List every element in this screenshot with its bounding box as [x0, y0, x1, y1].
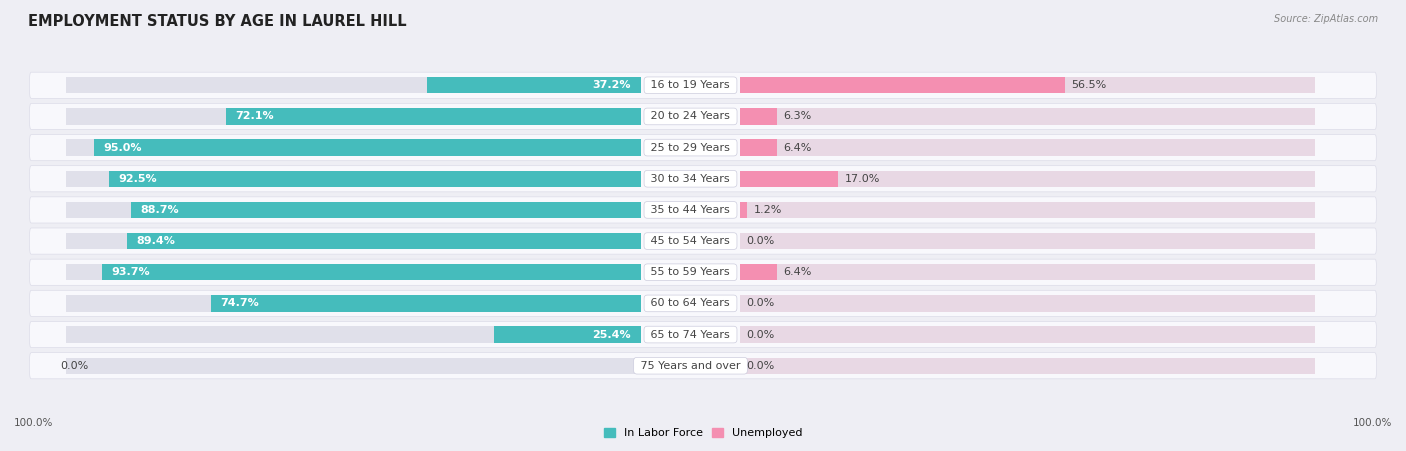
Bar	[226, 108, 641, 124]
Text: 37.2%: 37.2%	[593, 80, 631, 90]
Bar	[741, 77, 1316, 93]
Bar	[741, 108, 1316, 124]
FancyBboxPatch shape	[30, 322, 1376, 348]
Bar	[94, 139, 641, 156]
Bar	[66, 264, 641, 281]
Bar	[741, 202, 1316, 218]
Text: 93.7%: 93.7%	[111, 267, 150, 277]
Bar	[101, 264, 641, 281]
Bar	[66, 233, 641, 249]
Bar	[741, 202, 748, 218]
Bar	[426, 77, 641, 93]
Text: 65 to 74 Years: 65 to 74 Years	[647, 330, 734, 340]
Text: 95.0%: 95.0%	[104, 143, 142, 152]
Bar	[741, 170, 1316, 187]
Text: 100.0%: 100.0%	[1353, 419, 1392, 428]
Text: Source: ZipAtlas.com: Source: ZipAtlas.com	[1274, 14, 1378, 23]
Text: 0.0%: 0.0%	[747, 330, 775, 340]
Bar	[66, 108, 641, 124]
Text: 6.4%: 6.4%	[783, 143, 811, 152]
FancyBboxPatch shape	[30, 103, 1376, 129]
Text: 16 to 19 Years: 16 to 19 Years	[647, 80, 734, 90]
Text: 17.0%: 17.0%	[845, 174, 880, 184]
Text: 30 to 34 Years: 30 to 34 Years	[647, 174, 734, 184]
Text: 0.0%: 0.0%	[60, 361, 89, 371]
Text: 0.0%: 0.0%	[747, 361, 775, 371]
Text: 1.2%: 1.2%	[754, 205, 782, 215]
FancyBboxPatch shape	[30, 197, 1376, 223]
Bar	[66, 327, 641, 343]
Text: 60 to 64 Years: 60 to 64 Years	[647, 299, 734, 308]
FancyBboxPatch shape	[30, 72, 1376, 98]
Bar	[131, 202, 641, 218]
Text: 0.0%: 0.0%	[747, 236, 775, 246]
Bar	[66, 170, 641, 187]
Bar	[741, 233, 1316, 249]
FancyBboxPatch shape	[30, 290, 1376, 317]
Text: 6.3%: 6.3%	[783, 111, 811, 121]
FancyBboxPatch shape	[30, 134, 1376, 161]
FancyBboxPatch shape	[30, 259, 1376, 285]
Bar	[211, 295, 641, 312]
Text: 75 Years and over: 75 Years and over	[637, 361, 744, 371]
Bar	[66, 295, 641, 312]
Text: 0.0%: 0.0%	[747, 299, 775, 308]
Bar	[66, 202, 641, 218]
Text: 6.4%: 6.4%	[783, 267, 811, 277]
Bar	[741, 358, 1316, 374]
Bar	[741, 264, 1316, 281]
Text: 88.7%: 88.7%	[141, 205, 179, 215]
Text: 25.4%: 25.4%	[592, 330, 631, 340]
Text: 89.4%: 89.4%	[136, 236, 174, 246]
Text: 100.0%: 100.0%	[14, 419, 53, 428]
FancyBboxPatch shape	[30, 353, 1376, 379]
Text: 92.5%: 92.5%	[118, 174, 156, 184]
Text: 45 to 54 Years: 45 to 54 Years	[647, 236, 734, 246]
Bar	[741, 139, 1316, 156]
Bar	[741, 264, 778, 281]
Text: 56.5%: 56.5%	[1071, 80, 1107, 90]
Bar	[741, 170, 838, 187]
Text: 74.7%: 74.7%	[221, 299, 259, 308]
Bar	[741, 295, 1316, 312]
Text: EMPLOYMENT STATUS BY AGE IN LAUREL HILL: EMPLOYMENT STATUS BY AGE IN LAUREL HILL	[28, 14, 406, 28]
Text: 20 to 24 Years: 20 to 24 Years	[647, 111, 734, 121]
Text: 35 to 44 Years: 35 to 44 Years	[647, 205, 734, 215]
FancyBboxPatch shape	[30, 228, 1376, 254]
Legend: In Labor Force, Unemployed: In Labor Force, Unemployed	[599, 423, 807, 443]
Bar	[127, 233, 641, 249]
Text: 25 to 29 Years: 25 to 29 Years	[647, 143, 734, 152]
Bar	[741, 77, 1066, 93]
Bar	[741, 108, 776, 124]
Bar	[66, 139, 641, 156]
Text: 55 to 59 Years: 55 to 59 Years	[647, 267, 734, 277]
Bar	[495, 327, 641, 343]
FancyBboxPatch shape	[30, 166, 1376, 192]
Bar	[66, 77, 641, 93]
Bar	[741, 327, 1316, 343]
Bar	[66, 358, 641, 374]
Text: 72.1%: 72.1%	[235, 111, 274, 121]
Bar	[741, 139, 778, 156]
Bar	[108, 170, 641, 187]
